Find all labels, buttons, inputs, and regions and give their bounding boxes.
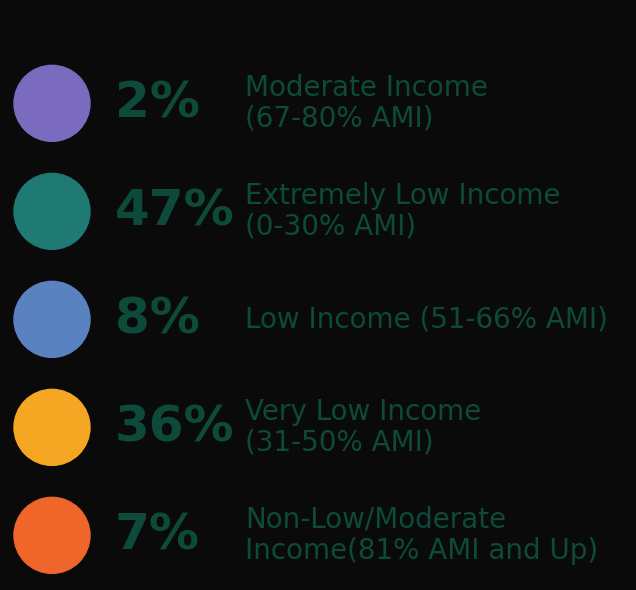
Circle shape	[14, 65, 90, 142]
Text: Income(81% AMI and Up): Income(81% AMI and Up)	[245, 537, 598, 565]
Circle shape	[14, 389, 90, 466]
Text: 36%: 36%	[115, 404, 235, 451]
Text: Low Income (51-66% AMI): Low Income (51-66% AMI)	[245, 306, 608, 333]
Text: Very Low Income: Very Low Income	[245, 398, 481, 426]
Text: Extremely Low Income: Extremely Low Income	[245, 182, 560, 210]
Text: Moderate Income: Moderate Income	[245, 74, 488, 101]
Text: (31-50% AMI): (31-50% AMI)	[245, 429, 434, 457]
Circle shape	[14, 497, 90, 573]
Text: (67-80% AMI): (67-80% AMI)	[245, 105, 434, 133]
Text: 8%: 8%	[115, 296, 200, 343]
Text: 7%: 7%	[115, 512, 200, 559]
Text: Non-Low/Moderate: Non-Low/Moderate	[245, 506, 506, 534]
Circle shape	[14, 281, 90, 358]
Text: 47%: 47%	[115, 188, 235, 235]
Text: (0-30% AMI): (0-30% AMI)	[245, 213, 416, 241]
Text: 2%: 2%	[115, 80, 200, 127]
Circle shape	[14, 173, 90, 250]
